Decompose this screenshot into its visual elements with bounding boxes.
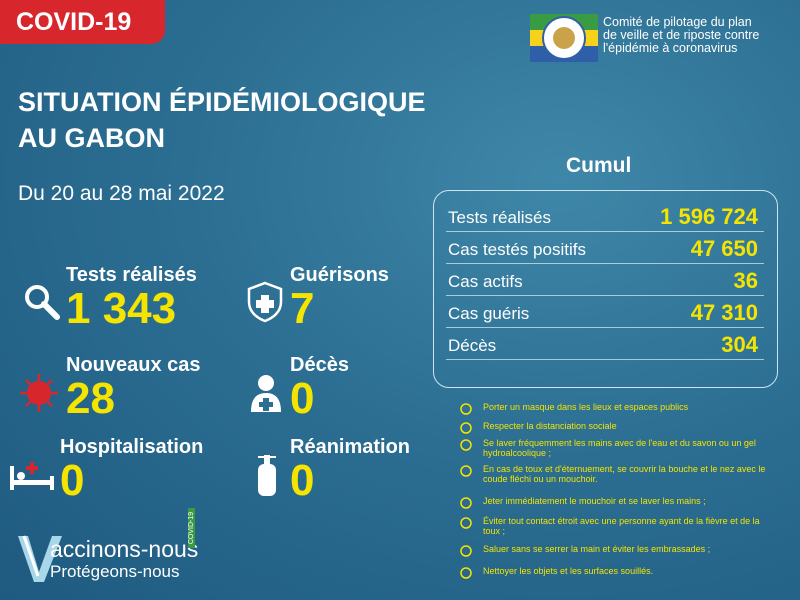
measure: Respecter la distanciation sociale (483, 421, 617, 431)
cumul-value: 36 (733, 268, 758, 293)
stat-value: 0 (60, 456, 85, 505)
title-line: SITUATION ÉPIDÉMIOLOGIQUE (18, 87, 426, 117)
stat-label: Hospitalisation (60, 436, 204, 458)
cumul-value: 304 (721, 332, 758, 357)
cumul-table: Tests réalisés 1 596 724 Cas testés posit… (433, 190, 778, 388)
stat: Nouveaux cas 28 (66, 354, 201, 421)
oxygen-icon (258, 455, 276, 496)
measure-icon (458, 464, 474, 477)
committee: Comité de pilotage du plan de veille et … (603, 16, 759, 55)
stat-value: 28 (66, 374, 115, 423)
cumul-value: 1 596 724 (660, 204, 758, 229)
cumul-label: Cas testés positifs (448, 240, 586, 259)
measure: En cas de toux et d'éternuement, se couv… (483, 464, 766, 484)
measure: Jeter immédiatement le mouchoir et se la… (483, 496, 706, 506)
cumul-label: Cas guéris (448, 304, 530, 323)
measure: Saluer sans se serrer la main et éviter … (483, 544, 711, 554)
stat-label: Guérisons (290, 264, 389, 286)
cumul-row: Cas guéris 47 310 (446, 299, 764, 328)
committee-line: Comité de pilotage du plan (603, 15, 752, 29)
stat-value: 7 (290, 284, 315, 333)
cumul-label: Tests réalisés (448, 208, 551, 227)
virus-icon (20, 374, 58, 412)
measure: Se laver fréquemment les mains avec de l… (483, 438, 756, 458)
measure-icon (458, 516, 474, 529)
measure-icon (458, 402, 474, 415)
cumul-row: Décès 304 (446, 331, 764, 360)
stat: Hospitalisation 0 (60, 436, 203, 503)
stat-value: 0 (290, 456, 315, 505)
stat-value: 0 (290, 374, 315, 423)
cumul-row: Cas testés positifs 47 650 (446, 235, 764, 264)
measure-icon (458, 438, 474, 451)
campaign-line: Protégeons-nous (50, 562, 180, 581)
committee-line: l'épidémie à coronavirus (603, 41, 738, 55)
cumul-label: Cas actifs (448, 272, 523, 291)
search-icon (25, 285, 60, 320)
title-line: AU GABON (18, 123, 165, 153)
stat-label: Décès (290, 354, 349, 376)
stat: Décès 0 (290, 354, 349, 421)
title: SITUATION ÉPIDÉMIOLOGIQUE AU GABON (18, 84, 426, 156)
measure-icon (458, 544, 474, 557)
stat-label: Tests réalisés (66, 264, 197, 286)
stat: Tests réalisés 1 343 (66, 264, 197, 331)
cumul-title: Cumul (566, 154, 632, 177)
stat-value: 1 343 (66, 284, 177, 333)
cumul-value: 47 650 (690, 236, 758, 261)
campaign-line: accinons-nous (50, 536, 199, 562)
cumul-row: Tests réalisés 1 596 724 (446, 203, 764, 232)
cumul-value: 47 310 (690, 300, 758, 325)
cumul-row: Cas actifs 36 (446, 267, 764, 296)
bed-icon (10, 462, 54, 490)
committee-line: de veille et de riposte contre (603, 28, 760, 42)
campaign-tag: COVID-19 (188, 508, 195, 548)
flag-logo (530, 14, 598, 62)
campaign-v (18, 535, 62, 582)
period: Du 20 au 28 mai 2022 (18, 182, 225, 205)
stat-label: Nouveaux cas (66, 354, 201, 376)
measure-icon (458, 421, 474, 434)
stat-label: Réanimation (290, 436, 411, 458)
measure: Nettoyer les objets et les surfaces soui… (483, 566, 654, 576)
death-icon (251, 375, 281, 412)
measure-icon (458, 496, 474, 509)
stat: Guérisons 7 (290, 264, 389, 331)
banner: COVID-19 (0, 0, 165, 44)
measure: Éviter tout contact étroit avec une pers… (483, 516, 760, 536)
stat: Réanimation 0 (290, 436, 410, 503)
measure: Porter un masque dans les lieux et espac… (483, 402, 689, 412)
shield-icon (247, 281, 283, 323)
cumul-label: Décès (448, 336, 497, 355)
measure-icon (458, 566, 474, 579)
